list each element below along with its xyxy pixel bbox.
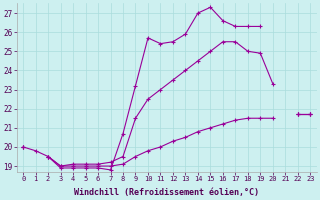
X-axis label: Windchill (Refroidissement éolien,°C): Windchill (Refroidissement éolien,°C) bbox=[74, 188, 259, 197]
